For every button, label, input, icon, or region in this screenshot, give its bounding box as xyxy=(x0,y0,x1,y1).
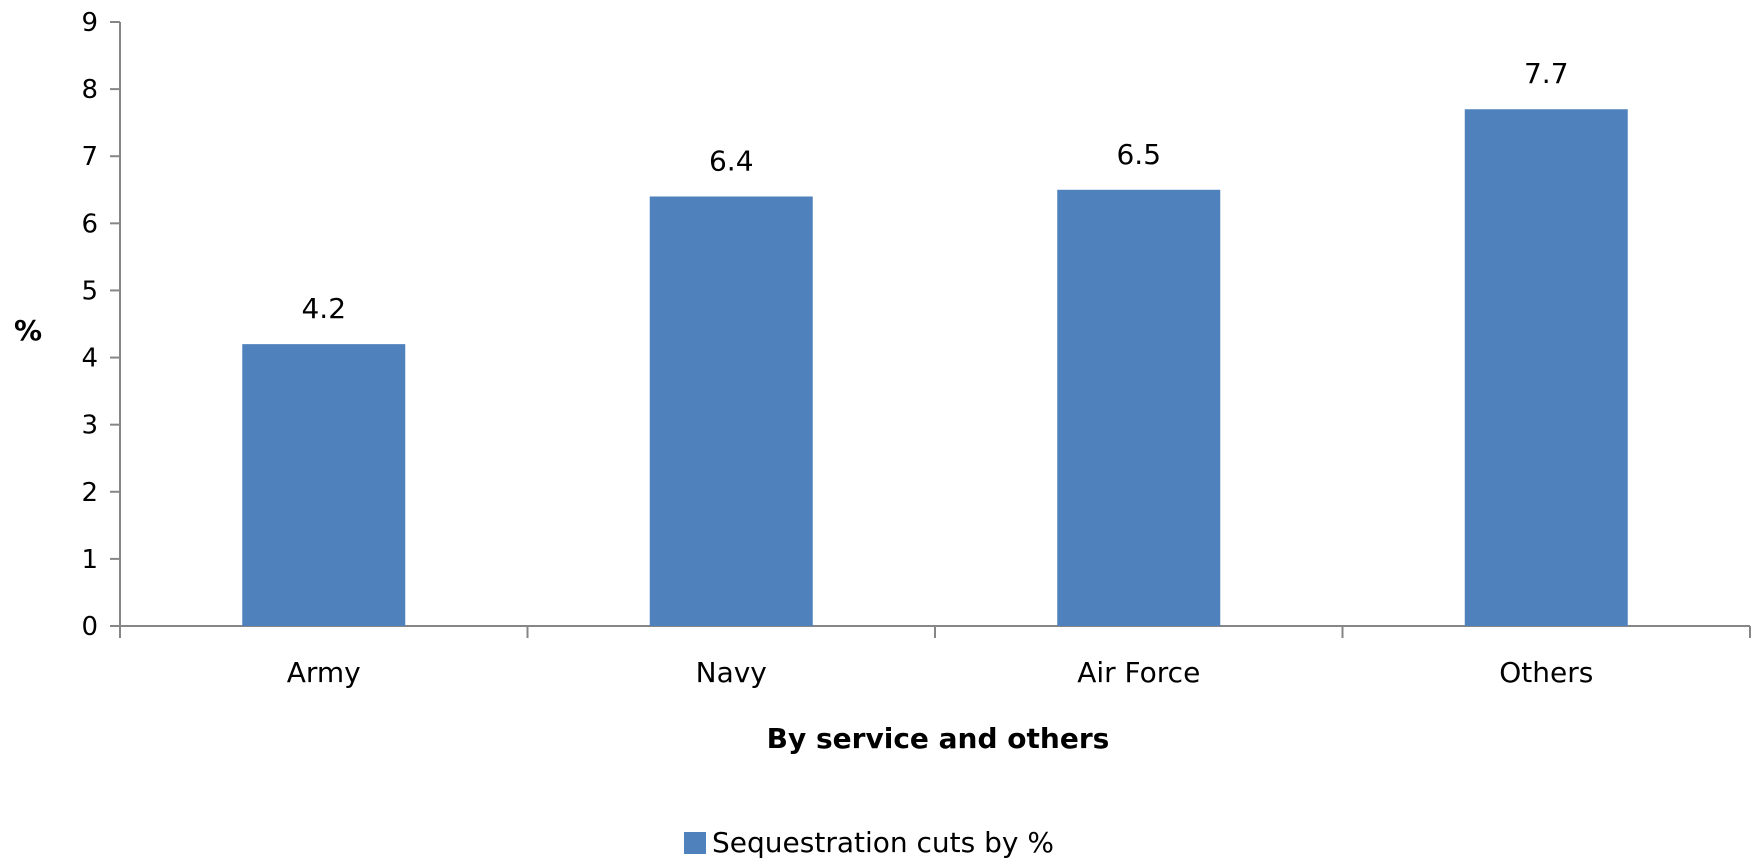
bar-air-force xyxy=(1057,190,1220,626)
y-tick-label: 2 xyxy=(81,478,98,508)
y-axis: 0 1 2 3 4 5 6 7 8 9 xyxy=(81,8,120,642)
legend-label: Sequestration cuts by % xyxy=(712,826,1054,859)
y-axis-title: % xyxy=(14,314,42,347)
category-label: Others xyxy=(1499,656,1593,689)
category-label: Navy xyxy=(696,656,767,689)
data-label: 7.7 xyxy=(1524,57,1569,90)
y-tick-label: 1 xyxy=(81,545,98,575)
data-label: 6.5 xyxy=(1116,138,1161,171)
y-tick-label: 9 xyxy=(81,8,98,38)
y-tick-label: 4 xyxy=(81,344,98,374)
legend-swatch xyxy=(684,832,706,854)
bar-army xyxy=(242,344,405,626)
legend: Sequestration cuts by % xyxy=(684,826,1054,859)
category-label: Air Force xyxy=(1077,656,1200,689)
x-axis xyxy=(120,626,1750,638)
y-tick-label: 5 xyxy=(81,276,98,306)
x-axis-title: By service and others xyxy=(767,722,1110,755)
category-label: Army xyxy=(287,656,361,689)
y-tick-label: 8 xyxy=(81,75,98,105)
y-tick-label: 7 xyxy=(81,142,98,172)
data-label: 6.4 xyxy=(709,144,754,177)
data-labels-group: 4.2 6.4 6.5 7.7 xyxy=(301,57,1568,325)
category-labels-group: Army Navy Air Force Others xyxy=(287,656,1594,689)
bars-group xyxy=(242,109,1628,626)
y-tick-label: 6 xyxy=(81,209,98,239)
y-tick-label: 0 xyxy=(81,612,98,642)
bar-others xyxy=(1465,109,1628,626)
bar-navy xyxy=(650,196,813,626)
y-tick-label: 3 xyxy=(81,411,98,441)
data-label: 4.2 xyxy=(301,292,346,325)
